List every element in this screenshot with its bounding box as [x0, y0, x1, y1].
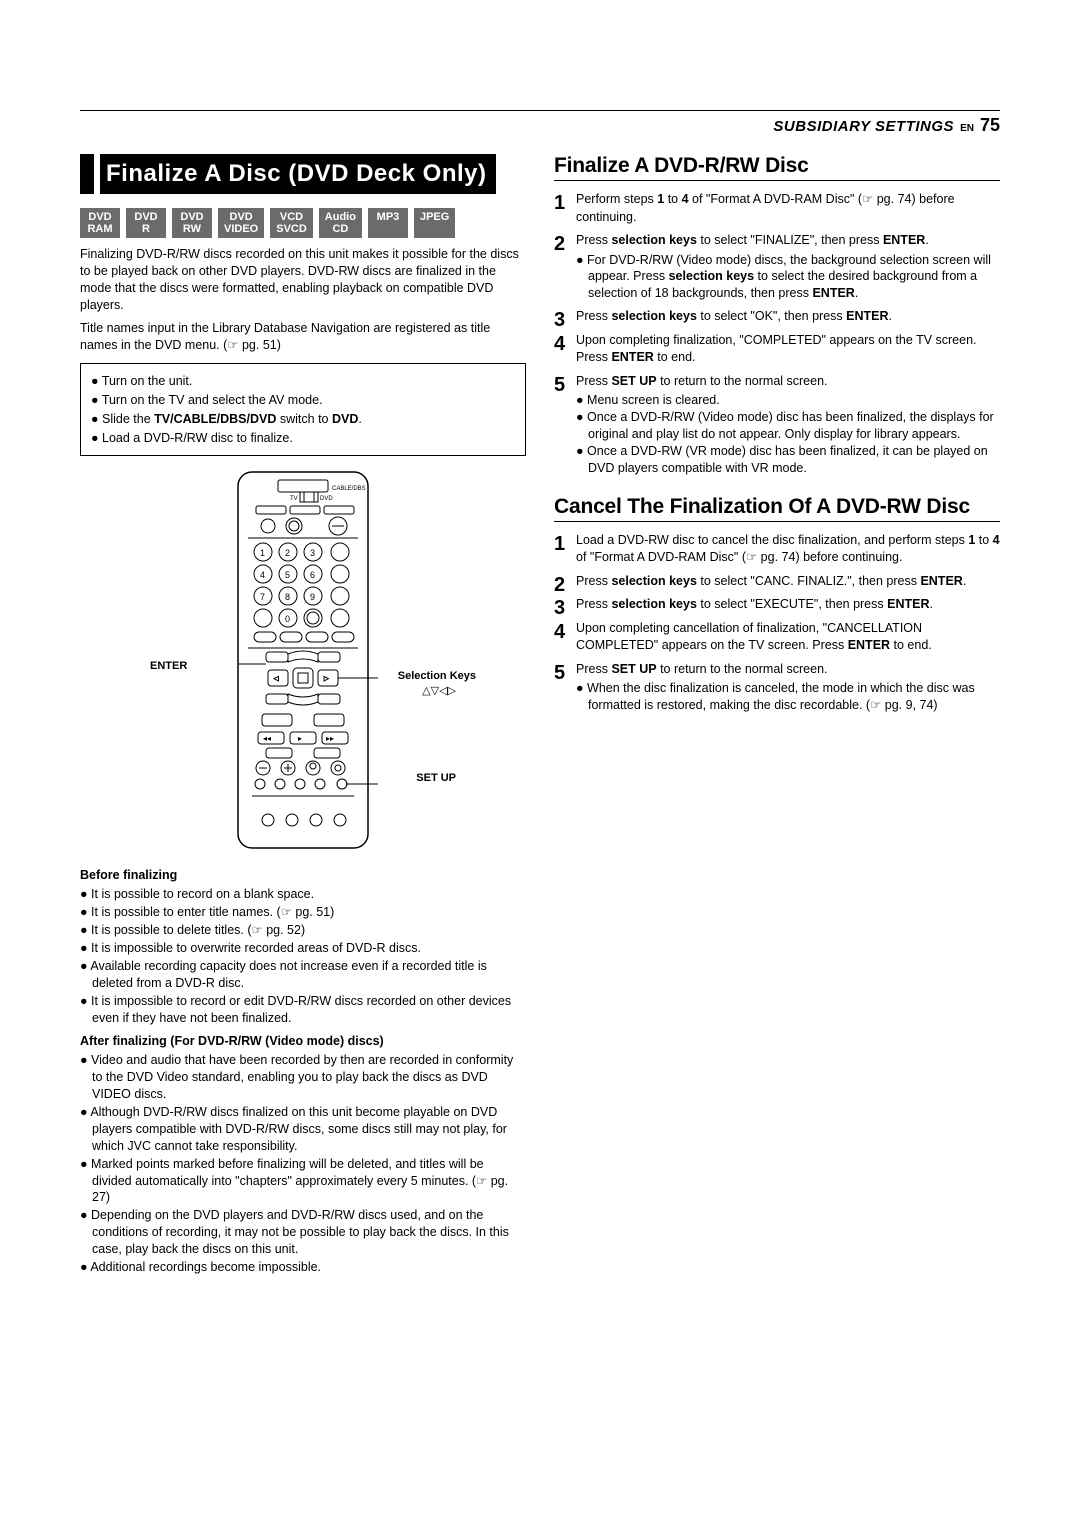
remote-svg: CABLE/DBS TV DVD 1 2 3 — [218, 470, 388, 850]
after-item: Additional recordings become impossible. — [80, 1259, 526, 1276]
title-accent-bar — [80, 154, 94, 194]
intro-para-1: Finalizing DVD-R/RW discs recorded on th… — [80, 246, 526, 314]
step-3: Press selection keys to select "OK", the… — [554, 308, 1000, 326]
format-badge: DVDRAM — [80, 208, 120, 238]
section-title: Finalize A Disc (DVD Deck Only) — [100, 154, 496, 194]
cstep-2: Press selection keys to select "CANC. FI… — [554, 573, 1000, 591]
label-dvd: DVD — [320, 496, 333, 502]
format-badge: MP3 — [368, 208, 408, 238]
right-column: Finalize A DVD-R/RW Disc Perform steps 1… — [554, 154, 1000, 1277]
cstep-3: Press selection keys to select "EXECUTE"… — [554, 596, 1000, 614]
label-selection-keys: Selection Keys — [398, 670, 476, 682]
intro-para-2: Title names input in the Library Databas… — [80, 320, 526, 354]
section-title-bar: Finalize A Disc (DVD Deck Only) — [80, 154, 526, 194]
label-enter: ENTER — [150, 660, 187, 672]
before-item: Available recording capacity does not in… — [80, 958, 526, 992]
format-badge: JPEG — [414, 208, 455, 238]
format-badges: DVDRAMDVDRDVDRWDVDVIDEOVCDSVCDAudioCDMP3… — [80, 208, 526, 238]
after-item: Although DVD-R/RW discs finalized on thi… — [80, 1104, 526, 1155]
svg-text:8: 8 — [285, 592, 290, 602]
svg-text:◂◂: ◂◂ — [263, 734, 271, 743]
finalize-subhead: Finalize A DVD-R/RW Disc — [554, 154, 1000, 178]
svg-text:2: 2 — [285, 548, 290, 558]
page-header: SUBSIDIARY SETTINGS EN 75 — [80, 115, 1000, 136]
header-lang: EN — [960, 123, 974, 134]
svg-text:1: 1 — [260, 548, 265, 558]
svg-text:9: 9 — [310, 592, 315, 602]
cstep-4: Upon completing cancellation of finaliza… — [554, 620, 1000, 655]
after-list: Video and audio that have been recorded … — [80, 1052, 526, 1275]
label-cable: CABLE/DBS — [332, 486, 366, 492]
format-badge: DVDR — [126, 208, 166, 238]
step-4: Upon completing finalization, "COMPLETED… — [554, 332, 1000, 367]
cstep-5: Press SET UP to return to the normal scr… — [554, 661, 1000, 714]
prep-item: Turn on the unit. — [91, 372, 515, 391]
svg-text:▸: ▸ — [298, 734, 302, 743]
label-arrows: △▽◁▷ — [422, 684, 456, 697]
format-badge: DVDRW — [172, 208, 212, 238]
label-tv: TV — [290, 496, 298, 502]
preparation-list: Turn on the unit.Turn on the TV and sele… — [91, 372, 515, 447]
svg-text:▸▸: ▸▸ — [326, 734, 334, 743]
before-item: It is impossible to overwrite recorded a… — [80, 940, 526, 957]
after-item: Depending on the DVD players and DVD-R/R… — [80, 1207, 526, 1258]
rule-2 — [554, 521, 1000, 522]
step-5: Press SET UP to return to the normal scr… — [554, 373, 1000, 477]
before-item: It is impossible to record or edit DVD-R… — [80, 993, 526, 1027]
cancel-steps: Load a DVD-RW disc to cancel the disc fi… — [554, 532, 1000, 714]
preparation-box: Turn on the unit.Turn on the TV and sele… — [80, 363, 526, 456]
svg-text:0: 0 — [285, 614, 290, 624]
label-setup: SET UP — [416, 772, 456, 784]
header-section: SUBSIDIARY SETTINGS — [773, 118, 954, 135]
step-1: Perform steps 1 to 4 of "Format A DVD-RA… — [554, 191, 1000, 226]
svg-text:▸: ▸ — [324, 673, 329, 683]
after-finalizing-head: After finalizing (For DVD-R/RW (Video mo… — [80, 1034, 526, 1048]
before-finalizing-head: Before finalizing — [80, 868, 526, 882]
before-list: It is possible to record on a blank spac… — [80, 886, 526, 1026]
svg-text:3: 3 — [310, 548, 315, 558]
svg-text:5: 5 — [285, 570, 290, 580]
page-number: 75 — [980, 115, 1000, 136]
svg-text:◂: ◂ — [274, 673, 279, 683]
before-item: It is possible to delete titles. (☞ pg. … — [80, 922, 526, 939]
after-item: Marked points marked before finalizing w… — [80, 1156, 526, 1207]
prep-item: Load a DVD-R/RW disc to finalize. — [91, 429, 515, 448]
cancel-subhead: Cancel The Finalization Of A DVD-RW Disc — [554, 495, 1000, 519]
before-item: It is possible to enter title names. (☞ … — [80, 904, 526, 921]
format-badge: VCDSVCD — [270, 208, 313, 238]
finalize-steps: Perform steps 1 to 4 of "Format A DVD-RA… — [554, 191, 1000, 477]
remote-diagram: ENTER Selection Keys △▽◁▷ SET UP CABLE/D… — [80, 470, 526, 850]
svg-text:7: 7 — [260, 592, 265, 602]
format-badge: AudioCD — [319, 208, 362, 238]
prep-item: Slide the TV/CABLE/DBS/DVD switch to DVD… — [91, 410, 515, 429]
rule — [554, 180, 1000, 181]
step-2: Press selection keys to select "FINALIZE… — [554, 232, 1000, 302]
format-badge: DVDVIDEO — [218, 208, 264, 238]
cstep-1: Load a DVD-RW disc to cancel the disc fi… — [554, 532, 1000, 567]
left-column: Finalize A Disc (DVD Deck Only) DVDRAMDV… — [80, 154, 526, 1277]
svg-text:6: 6 — [310, 570, 315, 580]
svg-text:4: 4 — [260, 570, 265, 580]
after-item: Video and audio that have been recorded … — [80, 1052, 526, 1103]
header-rule — [80, 110, 1000, 111]
prep-item: Turn on the TV and select the AV mode. — [91, 391, 515, 410]
before-item: It is possible to record on a blank spac… — [80, 886, 526, 903]
